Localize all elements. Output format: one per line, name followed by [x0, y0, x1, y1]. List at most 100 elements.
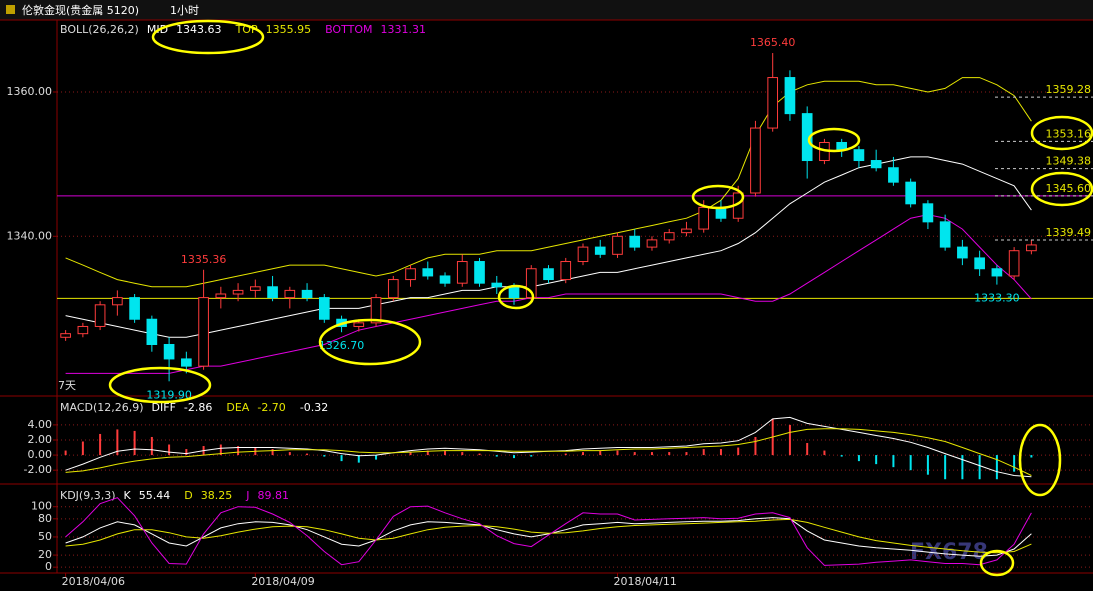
indicator-title: KDJ(9,3,3): [60, 489, 116, 502]
macd-bar: [668, 452, 671, 456]
macd-bar: [323, 455, 326, 457]
kdj-line: [65, 517, 1032, 557]
y-tick-label: 50: [38, 530, 52, 543]
legend-value: 1343.63: [176, 23, 222, 36]
candle-body: [508, 286, 520, 299]
macd-bar: [375, 455, 378, 460]
candle-body: [681, 228, 692, 234]
candle-body: [267, 286, 278, 299]
price-annotation: 1319.90: [146, 388, 192, 401]
macd-bar: [1013, 455, 1016, 472]
macd-bar: [995, 455, 998, 480]
macd-bar: [806, 443, 809, 456]
candle-body: [215, 293, 227, 299]
macd-bar: [823, 450, 826, 456]
highlight-ellipse: [108, 366, 212, 404]
boll-line: [65, 156, 1032, 338]
candle-body: [146, 318, 158, 345]
legend-name: BOTTOM: [325, 23, 372, 36]
candle-body: [491, 282, 503, 288]
macd-bar: [495, 455, 498, 457]
candle-body: [974, 257, 985, 270]
macd-bar: [581, 452, 584, 456]
legend-name: K: [124, 489, 132, 502]
candle-body: [646, 239, 658, 248]
macd-bar: [616, 450, 619, 456]
candle-body: [991, 268, 1003, 277]
level-label: 1345.60: [1046, 182, 1092, 195]
macd-bar: [702, 449, 705, 456]
candle-body: [922, 203, 934, 223]
y-tick-label: 2.00: [28, 433, 53, 446]
candle-body: [474, 261, 485, 284]
macd-bar: [340, 455, 343, 462]
highlight-ellipse: [318, 318, 422, 366]
candle-body: [387, 279, 399, 299]
y-tick-label: 1360.00: [7, 85, 53, 98]
highlight-ellipse: [151, 19, 265, 55]
macd-bar: [185, 449, 188, 456]
macd-bar: [944, 455, 947, 480]
candle-body: [853, 149, 865, 162]
macd-bar: [530, 455, 533, 457]
candle-body: [112, 297, 123, 306]
candle-body: [353, 322, 365, 327]
macd-bar: [978, 455, 981, 480]
macd-bar: [650, 452, 653, 456]
macd-bar: [961, 455, 964, 480]
candle-body: [198, 297, 209, 367]
indicator-title: MACD(12,26,9): [60, 401, 144, 414]
macd-bar: [599, 450, 602, 456]
candle-body: [422, 268, 434, 277]
x-tick-label: 2018/04/11: [613, 575, 676, 588]
legend-value: 1355.95: [266, 23, 312, 36]
candle-body: [577, 246, 589, 263]
highlight-ellipse: [807, 127, 861, 153]
highlight-ellipses: [108, 19, 1093, 577]
macd-bar: [685, 452, 688, 456]
candle-body: [60, 333, 71, 338]
macd-bar: [357, 455, 360, 463]
legend-value: -2.70: [257, 401, 285, 414]
candle-body: [94, 304, 106, 327]
level-label: 1353.16: [1046, 127, 1092, 140]
legend-value: -0.32: [300, 401, 328, 414]
macd-bar: [737, 447, 740, 456]
title-bar: [0, 0, 1093, 20]
candle-body: [370, 297, 382, 324]
candle-body: [543, 268, 554, 281]
candle-body: [1026, 244, 1037, 252]
candle-body: [957, 246, 968, 259]
y-tick-label: -2.00: [24, 463, 52, 476]
candle-body: [905, 181, 916, 205]
price-annotation: 1335.36: [181, 253, 227, 266]
boll-line: [65, 77, 1032, 288]
candle-body: [801, 113, 813, 162]
macd-bar: [478, 453, 481, 456]
candle-body: [405, 268, 416, 281]
macd-bar: [719, 449, 722, 456]
legend-value: 89.81: [257, 489, 289, 502]
candle-body: [767, 77, 779, 129]
candle-body: [612, 235, 623, 255]
indicator-title: BOLL(26,26,2): [60, 23, 139, 36]
candle-body: [249, 286, 261, 291]
kdj-line: [65, 518, 1032, 554]
level-label: 1339.49: [1046, 226, 1092, 239]
kdj-line: [65, 497, 1032, 566]
macd-bar: [857, 455, 860, 462]
macd-bar: [81, 441, 84, 456]
y-tick-label: 0.00: [28, 448, 53, 461]
macd-bar: [237, 446, 240, 456]
y-tick-label: 100: [31, 500, 52, 513]
legend-value: 38.25: [201, 489, 233, 502]
macd-bar: [219, 444, 222, 456]
macd-bar: [926, 455, 929, 475]
candle-body: [784, 77, 796, 115]
candle-body: [163, 343, 175, 360]
macd-bar: [461, 452, 464, 456]
macd-bar: [64, 450, 67, 456]
level-label: 1349.38: [1046, 155, 1092, 168]
